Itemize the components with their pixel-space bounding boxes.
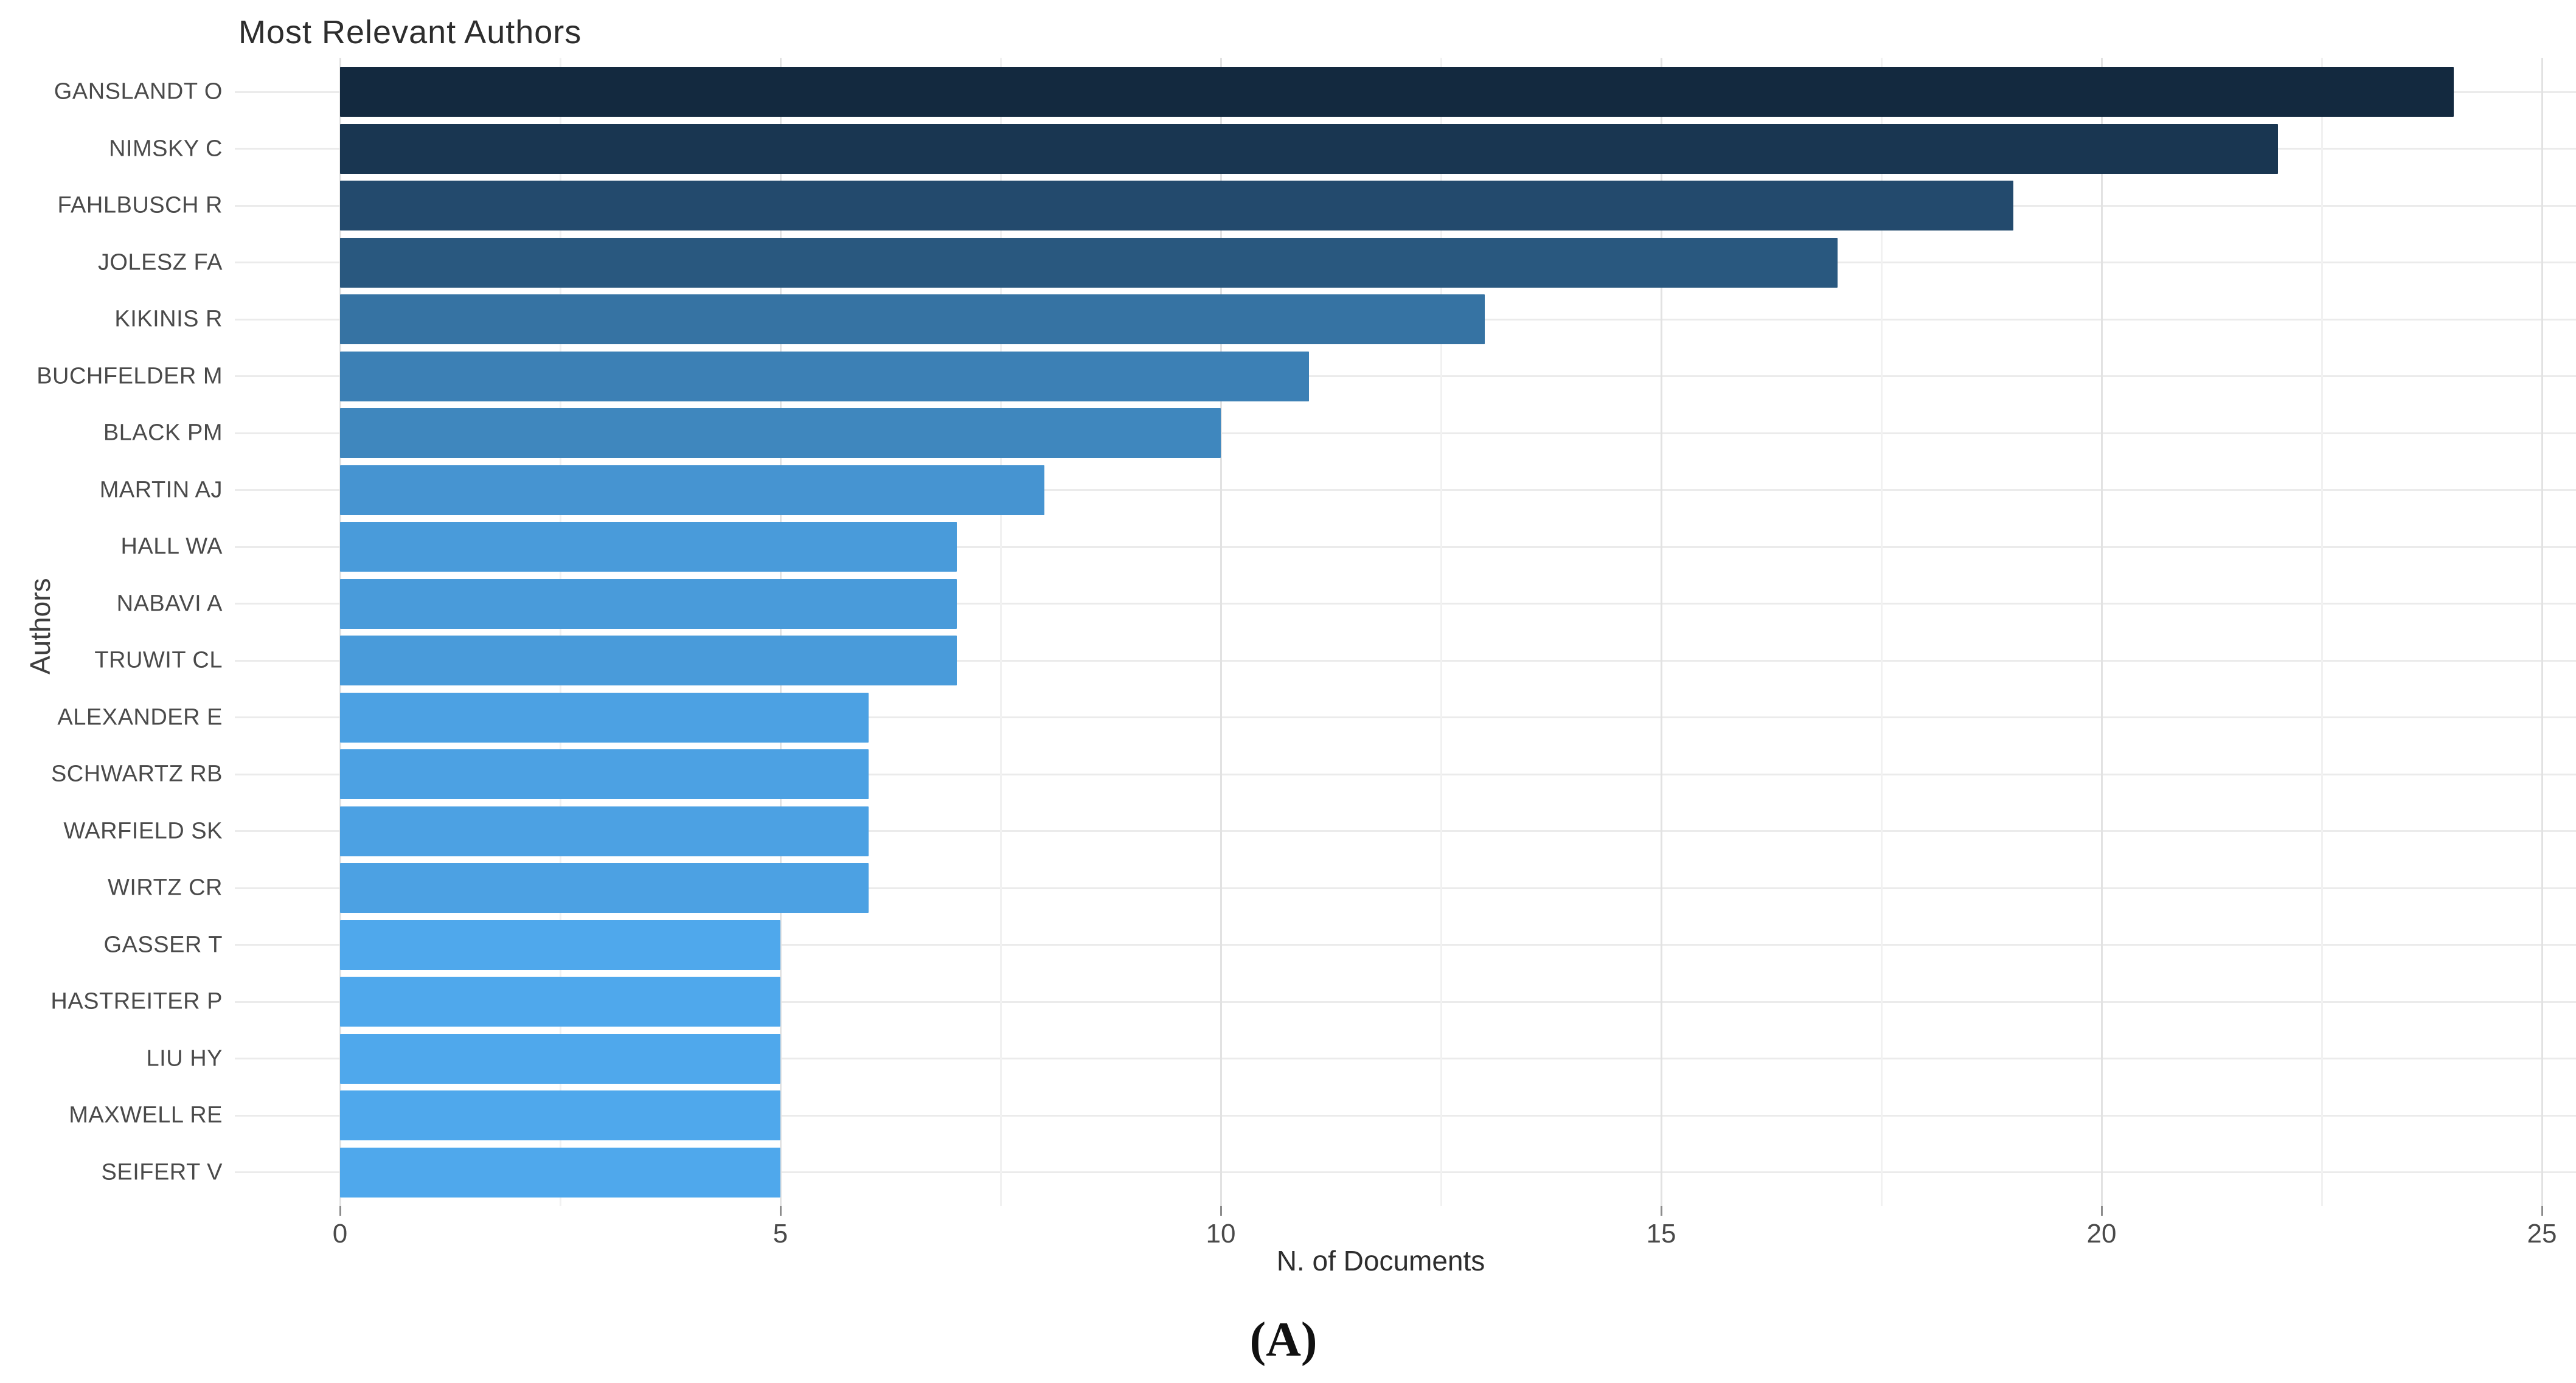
x-tick-mark	[1220, 1206, 1222, 1216]
y-axis-label: JOLESZ FA	[97, 249, 223, 275]
gridline-row	[235, 944, 2576, 946]
bar	[340, 123, 2278, 174]
bar	[340, 465, 1045, 515]
y-axis-label: KIKINIS R	[114, 306, 223, 332]
gridline-major	[1660, 58, 1662, 1206]
bar	[340, 1033, 780, 1084]
y-axis-label: NABAVI A	[116, 591, 223, 616]
gridline-row	[235, 887, 2576, 889]
bar	[340, 920, 780, 970]
bar	[340, 863, 869, 913]
gridline-major	[339, 58, 341, 1206]
gridline-major	[1220, 58, 1222, 1206]
y-axis-label: BLACK PM	[103, 420, 223, 446]
gridline-row	[235, 432, 2576, 434]
gridline-row	[235, 773, 2576, 775]
x-tick-mark	[339, 1206, 341, 1216]
gridline-major	[779, 58, 782, 1206]
bar	[340, 294, 1485, 344]
gridline-row	[235, 716, 2576, 718]
y-axis-label: ALEXANDER E	[57, 704, 223, 730]
gridline-row	[235, 375, 2576, 377]
bar	[340, 408, 1221, 458]
figure-label: (A)	[1249, 1313, 1318, 1367]
y-axis-label: GANSLANDT O	[54, 78, 223, 105]
y-axis-label: WIRTZ CR	[107, 875, 223, 901]
gridline-minor	[559, 58, 561, 1206]
bar	[340, 1147, 780, 1198]
x-tick-mark	[2100, 1206, 2103, 1216]
x-tick-label: 15	[1646, 1219, 1676, 1249]
bar	[340, 181, 2014, 230]
y-axis-label: WARFIELD SK	[63, 818, 223, 844]
x-tick-mark	[779, 1206, 782, 1216]
y-axis-label: MARTIN AJ	[99, 477, 223, 502]
x-tick-mark	[1660, 1206, 1662, 1216]
gridline-row	[235, 830, 2576, 832]
bar	[340, 237, 1838, 288]
x-tick-label: 5	[772, 1219, 788, 1249]
x-tick-label: 0	[332, 1219, 348, 1249]
bar	[340, 522, 957, 572]
y-axis-label: LIU HY	[146, 1045, 223, 1071]
y-axis-label: HALL WA	[120, 533, 223, 560]
gridline-row	[235, 1000, 2576, 1003]
bar	[340, 578, 957, 629]
gridline-row	[235, 1058, 2576, 1059]
bar	[340, 806, 869, 856]
y-axis-label: SCHWARTZ RB	[50, 761, 223, 787]
bar	[340, 749, 869, 799]
gridline-minor	[1880, 58, 1883, 1206]
bar	[340, 67, 2454, 117]
y-axis-label: MAXWELL RE	[69, 1102, 223, 1128]
x-axis-title: N. of Documents	[1276, 1245, 1485, 1277]
y-axis-labels: GANSLANDT O NIMSKY C FAHLBUSCH R JOLESZ FA K…	[0, 0, 223, 1383]
gridline-minor	[1440, 58, 1442, 1206]
gridline-row	[235, 1114, 2576, 1117]
bar	[340, 977, 780, 1027]
chart-title: Most Relevant Authors	[238, 14, 582, 50]
bar	[340, 351, 1309, 401]
gridline-major	[2100, 58, 2103, 1206]
y-axis-label: TRUWIT CL	[94, 647, 223, 673]
gridline-minor	[999, 58, 1002, 1206]
gridline-row	[235, 1171, 2576, 1173]
y-axis-label: NIMSKY C	[108, 136, 223, 161]
x-tick-label: 10	[1206, 1219, 1236, 1249]
x-tick-label: 25	[2527, 1219, 2557, 1249]
y-axis-label: FAHLBUSCH R	[57, 192, 223, 218]
gridline-row	[235, 659, 2576, 662]
y-axis-label: BUCHFELDER M	[36, 363, 223, 389]
gridline-row	[235, 603, 2576, 605]
y-axis-label: SEIFERT V	[101, 1159, 223, 1185]
y-axis-label: HASTREITER P	[50, 988, 223, 1014]
x-tick-label: 20	[2086, 1219, 2117, 1249]
plot-panel	[230, 58, 2576, 1206]
bar	[340, 636, 957, 685]
gridline-minor	[2321, 58, 2323, 1206]
bar	[340, 1090, 780, 1140]
gridline-major	[2541, 58, 2543, 1206]
bar	[340, 692, 869, 743]
y-axis-label: GASSER T	[103, 932, 223, 957]
x-tick-mark	[2541, 1206, 2543, 1216]
gridline-row	[235, 489, 2576, 491]
gridline-row	[235, 546, 2576, 548]
